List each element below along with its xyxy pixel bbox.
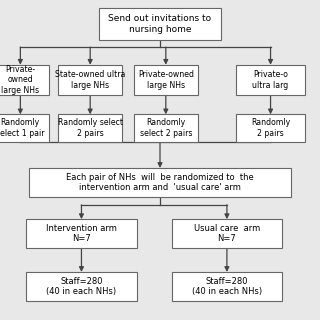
FancyBboxPatch shape <box>172 219 282 248</box>
Text: Usual care  arm
N=7: Usual care arm N=7 <box>194 224 260 244</box>
FancyBboxPatch shape <box>26 219 137 248</box>
Text: Private-
owned
large NHs: Private- owned large NHs <box>1 65 39 95</box>
FancyBboxPatch shape <box>134 114 198 141</box>
Text: Each pair of NHs  will  be randomized to  the
intervention arm and  'usual care': Each pair of NHs will be randomized to t… <box>66 172 254 192</box>
FancyBboxPatch shape <box>58 114 122 141</box>
FancyBboxPatch shape <box>58 65 122 95</box>
Text: Randomly
select 2 pairs: Randomly select 2 pairs <box>140 118 192 138</box>
FancyBboxPatch shape <box>236 114 306 141</box>
FancyBboxPatch shape <box>236 65 306 95</box>
Text: Intervention arm
N=7: Intervention arm N=7 <box>46 224 117 244</box>
FancyBboxPatch shape <box>29 168 291 197</box>
Text: Send out invitations to
nursing home: Send out invitations to nursing home <box>108 14 212 34</box>
FancyBboxPatch shape <box>99 8 221 40</box>
Text: Private-owned
large NHs: Private-owned large NHs <box>138 70 194 90</box>
Text: State-owned ultra
large NHs: State-owned ultra large NHs <box>55 70 125 90</box>
FancyBboxPatch shape <box>26 272 137 301</box>
Text: Staff=280
(40 in each NHs): Staff=280 (40 in each NHs) <box>192 276 262 296</box>
FancyBboxPatch shape <box>172 272 282 301</box>
FancyBboxPatch shape <box>134 65 198 95</box>
Text: Randomly select
2 pairs: Randomly select 2 pairs <box>58 118 123 138</box>
FancyBboxPatch shape <box>0 114 50 141</box>
FancyBboxPatch shape <box>0 65 50 95</box>
Text: Randomly
2 pairs: Randomly 2 pairs <box>251 118 290 138</box>
Text: Randomly
select 1 pair: Randomly select 1 pair <box>0 118 44 138</box>
Text: Private-o
ultra larg: Private-o ultra larg <box>252 70 289 90</box>
Text: Staff=280
(40 in each NHs): Staff=280 (40 in each NHs) <box>46 276 116 296</box>
